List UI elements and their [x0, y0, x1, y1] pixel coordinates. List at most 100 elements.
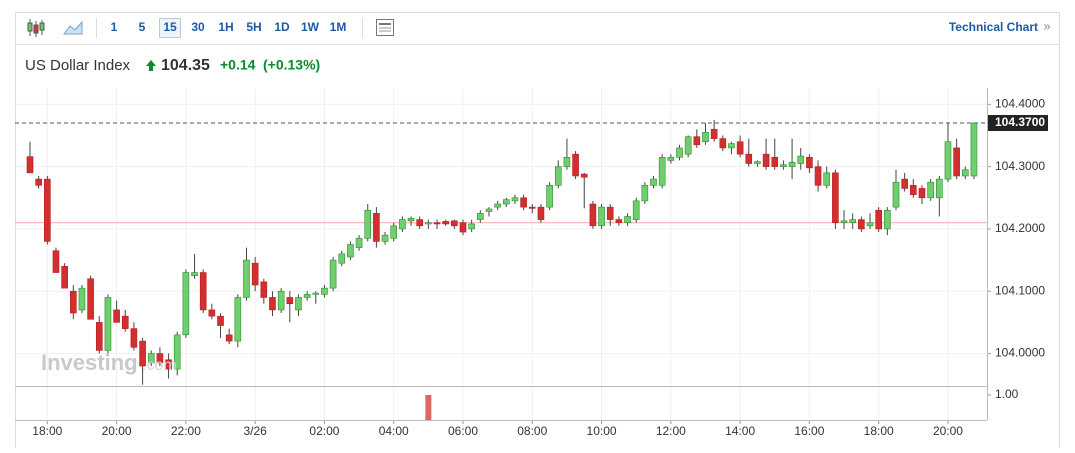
candle-body: [927, 181, 934, 199]
interval-button[interactable]: 1: [111, 20, 118, 34]
candle-body: [147, 353, 155, 364]
candle-body: [572, 153, 579, 177]
candle-body: [70, 290, 77, 314]
instrument-title: US Dollar Index: [25, 57, 131, 74]
candle-body: [658, 156, 666, 186]
candle-body: [373, 213, 380, 242]
candle-body: [121, 315, 129, 329]
candle-body: [390, 225, 398, 239]
candle-body: [632, 200, 640, 220]
candle-icon[interactable]: [27, 19, 45, 37]
candle-body: [780, 164, 787, 167]
watermark: Investing .com: [41, 350, 177, 375]
candle-body: [364, 209, 372, 239]
change: +0.14: [220, 57, 256, 73]
candle-body: [468, 223, 475, 230]
x-tick-label: 08:00: [517, 424, 547, 438]
candle-body: [26, 156, 34, 174]
candle-body: [702, 132, 709, 143]
candle-body: [918, 188, 926, 199]
candle-body: [295, 297, 302, 311]
candle-body: [139, 340, 146, 367]
candle-body: [459, 222, 467, 233]
interval-button[interactable]: 5: [139, 20, 146, 34]
candle-body: [546, 185, 553, 208]
candle-body: [823, 172, 831, 186]
candle-body: [935, 178, 943, 199]
candle-body: [303, 294, 311, 298]
candle-body: [35, 178, 42, 186]
candle-body: [407, 218, 415, 222]
candle-body: [217, 315, 224, 326]
candle-body: [762, 153, 770, 167]
candle-body: [615, 219, 623, 223]
candle-body: [243, 259, 250, 298]
candle-body: [728, 143, 735, 149]
candle-body: [866, 222, 874, 227]
candle-body: [892, 181, 900, 208]
technical-chart-link[interactable]: Technical Chart: [949, 20, 1038, 34]
candle-body: [970, 122, 978, 177]
candle-body: [502, 199, 510, 205]
interval-button[interactable]: 1W: [301, 20, 320, 34]
candle-body: [858, 219, 865, 230]
interval-button[interactable]: 30: [191, 20, 205, 34]
watermark-brand: Investing: [41, 350, 138, 375]
candle-body: [61, 266, 68, 289]
candle-body: [650, 178, 657, 186]
candle-body: [52, 250, 60, 273]
candle-body: [884, 209, 891, 230]
candle-body: [676, 147, 683, 158]
candle-body: [251, 262, 259, 286]
watermark-suffix: .com: [142, 357, 177, 374]
selected-interval: [159, 18, 181, 38]
candle-body: [329, 259, 337, 289]
x-tick-label: 18:00: [32, 424, 62, 438]
candle-body: [416, 219, 424, 227]
candle-body: [191, 272, 198, 276]
change-percent: (+0.13%): [263, 57, 320, 73]
candle-body: [554, 166, 562, 186]
y-tick-label: 104.1000: [995, 283, 1045, 297]
x-tick-label: 06:00: [448, 424, 478, 438]
candle-body: [338, 253, 346, 264]
candle-body: [598, 206, 605, 227]
candle-body: [589, 203, 597, 227]
candle-body: [814, 166, 822, 186]
candle-body: [286, 297, 294, 304]
candle-body: [806, 156, 813, 169]
interval-button[interactable]: 1M: [330, 20, 347, 34]
candle-body: [113, 309, 120, 323]
candle-body: [875, 209, 882, 230]
candle-body: [104, 297, 112, 351]
candle-body: [849, 219, 857, 223]
candle-body: [381, 234, 389, 242]
interval-button[interactable]: 5H: [246, 20, 261, 34]
candle-body: [260, 281, 268, 298]
x-tick-label: 02:00: [309, 424, 339, 438]
candle-body: [520, 197, 527, 208]
candle-body: [953, 147, 960, 177]
candle-body: [269, 297, 276, 311]
candle-body: [710, 128, 718, 139]
candle-body: [528, 206, 536, 209]
candle-body: [944, 141, 952, 180]
candle-body: [771, 156, 779, 167]
candle-body: [199, 272, 207, 311]
interval-button[interactable]: 15: [163, 20, 177, 34]
interval-button[interactable]: 1D: [274, 20, 290, 34]
candle-body: [425, 222, 432, 225]
candle-body: [961, 169, 969, 177]
area-icon[interactable]: [63, 20, 83, 35]
x-tick-label: 22:00: [171, 424, 201, 438]
last-value-badge: [988, 115, 1048, 132]
candle-body: [910, 185, 917, 195]
candle-body: [165, 359, 172, 370]
x-tick-label: 20:00: [933, 424, 963, 438]
candle-body: [624, 216, 631, 223]
candle-body: [606, 206, 614, 220]
link-arrow[interactable]: »: [1043, 18, 1050, 33]
table-icon[interactable]: [376, 19, 394, 36]
candle-body: [433, 222, 441, 225]
interval-button[interactable]: 1H: [218, 20, 233, 34]
